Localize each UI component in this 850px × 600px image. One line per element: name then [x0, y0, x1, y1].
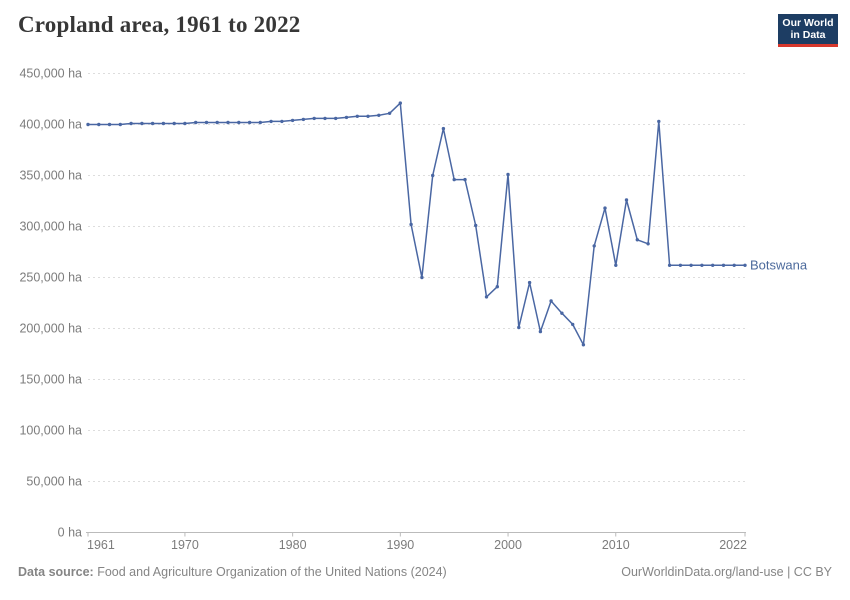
data-point-marker — [86, 122, 90, 127]
data-point-marker — [323, 116, 327, 121]
data-point-marker — [452, 177, 456, 182]
y-tick-label: 0 ha — [58, 526, 82, 540]
data-point-marker — [614, 263, 618, 267]
data-point-marker — [334, 116, 338, 121]
y-tick-label: 350,000 ha — [19, 169, 82, 183]
x-tick-label: 1970 — [171, 538, 199, 552]
data-point-marker — [140, 121, 144, 126]
data-point-marker — [280, 119, 284, 124]
data-point-marker — [420, 275, 424, 280]
data-point-marker — [571, 322, 575, 327]
x-tick-label: 1990 — [386, 538, 414, 552]
data-point-marker — [237, 120, 241, 125]
data-point-marker — [700, 263, 704, 267]
footer-link[interactable]: OurWorldinData.org/land-use | CC BY — [621, 565, 832, 579]
data-point-marker — [657, 119, 661, 124]
x-tick-label: 2000 — [494, 538, 522, 552]
y-tick-label: 400,000 ha — [19, 118, 82, 132]
data-point-marker — [549, 299, 553, 303]
data-source: Data source: Food and Agriculture Organi… — [18, 565, 447, 579]
series-line — [88, 102, 745, 346]
y-tick-label: 200,000 ha — [19, 322, 82, 336]
data-point-marker — [678, 263, 683, 267]
data-point-marker — [635, 238, 639, 242]
data-point-marker — [474, 223, 478, 228]
chart-footer: Data source: Food and Agriculture Organi… — [18, 565, 832, 579]
data-point-marker — [377, 113, 381, 118]
data-point-marker — [506, 172, 510, 177]
data-point-marker — [312, 116, 316, 121]
data-source-text: Food and Agriculture Organization of the… — [93, 565, 447, 579]
data-point-marker — [355, 114, 359, 119]
x-tick-label: 2022 — [719, 538, 747, 552]
owid-logo-line1: Our World — [782, 17, 834, 29]
data-point-marker — [161, 121, 166, 126]
data-point-marker — [517, 325, 521, 330]
data-point-marker — [183, 121, 187, 126]
data-point-marker — [495, 285, 499, 289]
data-point-marker — [97, 122, 101, 127]
y-tick-label: 50,000 ha — [26, 475, 82, 489]
y-tick-label: 100,000 ha — [19, 424, 82, 438]
data-point-marker — [301, 117, 306, 122]
data-point-marker — [258, 120, 262, 125]
y-tick-label: 300,000 ha — [19, 220, 82, 234]
data-point-marker — [409, 222, 413, 227]
data-point-marker — [603, 206, 607, 210]
data-point-marker — [247, 120, 252, 125]
data-point-marker — [269, 119, 273, 124]
data-point-marker — [732, 263, 736, 267]
owid-logo-line2: in Data — [790, 29, 826, 41]
data-point-marker — [538, 329, 543, 334]
data-point-marker — [711, 263, 715, 267]
x-tick-label: 2010 — [602, 538, 630, 552]
page-title: Cropland area, 1961 to 2022 — [18, 12, 301, 37]
data-point-marker — [107, 122, 112, 127]
line-chart: 0 ha 50,000 ha 100,000 ha 150,000 ha 200,000… — [19, 67, 808, 552]
data-point-marker — [484, 295, 489, 299]
data-point-marker — [646, 242, 650, 246]
data-point-marker — [624, 198, 629, 202]
x-tick-label: 1961 — [87, 538, 115, 552]
data-point-marker — [560, 311, 564, 315]
data-point-marker — [366, 114, 370, 119]
owid-logo[interactable]: Our World in Data — [778, 14, 838, 47]
data-point-marker — [194, 120, 198, 125]
data-point-marker — [581, 343, 586, 347]
data-point-marker — [387, 111, 392, 116]
data-point-marker — [172, 121, 176, 126]
data-point-marker — [129, 121, 133, 126]
data-point-marker — [441, 126, 446, 131]
data-point-marker — [743, 263, 747, 267]
series-label[interactable]: Botswana — [750, 257, 808, 272]
data-point-marker — [689, 263, 693, 267]
data-point-marker — [344, 115, 349, 120]
x-tick-label: 1980 — [279, 538, 307, 552]
data-point-marker — [226, 120, 230, 125]
data-point-marker — [463, 177, 467, 182]
data-point-marker — [398, 101, 402, 105]
data-point-marker — [215, 120, 219, 125]
data-point-marker — [118, 122, 123, 127]
data-point-marker — [592, 244, 596, 248]
data-point-marker — [150, 121, 155, 126]
data-source-label: Data source: — [18, 565, 94, 579]
data-point-marker — [431, 173, 435, 178]
y-tick-label: 450,000 ha — [19, 67, 82, 81]
y-tick-label: 150,000 ha — [19, 373, 82, 387]
data-point-marker — [667, 263, 672, 267]
data-point-marker — [290, 118, 295, 123]
data-point-marker — [527, 280, 532, 285]
data-point-marker — [721, 263, 726, 267]
y-tick-label: 250,000 ha — [19, 271, 82, 285]
data-point-marker — [204, 120, 209, 125]
